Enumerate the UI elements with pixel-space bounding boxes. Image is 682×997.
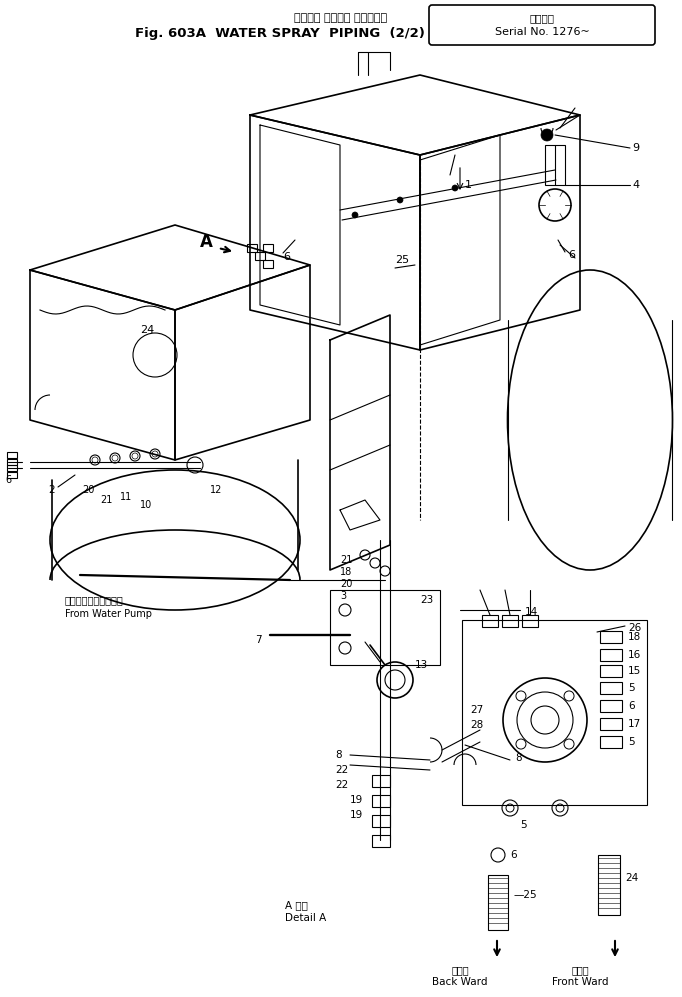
Text: 20: 20 [82,485,94,495]
Bar [598,855,620,915]
Bar [600,700,622,712]
Text: 16: 16 [628,650,641,660]
Text: —25: —25 [514,890,537,900]
Bar [372,775,390,787]
Text: Detail A: Detail A [285,913,326,923]
Text: 28: 28 [470,720,484,730]
Text: 8: 8 [335,750,342,760]
Bar [600,718,622,730]
Bar [462,620,647,805]
Text: 7: 7 [255,635,262,645]
Text: 23: 23 [420,595,433,605]
Text: 6: 6 [5,475,11,485]
Text: 3: 3 [340,591,346,601]
Text: 21: 21 [340,555,353,565]
Text: 6: 6 [628,701,635,711]
Text: 4: 4 [632,180,639,190]
Text: 13: 13 [415,660,428,670]
Bar [600,682,622,694]
Text: 前軸へ: 前軸へ [572,965,589,975]
Bar [600,665,622,677]
Text: 8: 8 [515,753,522,763]
Text: 26: 26 [628,623,641,633]
Text: 22: 22 [335,780,349,790]
Bar [7,465,17,471]
Bar [372,795,390,807]
Bar [502,615,518,627]
Text: 適用号機: 適用号機 [529,13,554,23]
Bar [263,260,273,268]
Text: 10: 10 [140,500,152,510]
Text: 19: 19 [350,810,364,820]
Bar [372,815,390,827]
Circle shape [397,197,403,203]
Text: 24: 24 [140,325,154,335]
Text: Fig. 603A  WATER SPRAY  PIPING  (2/2): Fig. 603A WATER SPRAY PIPING (2/2) [135,28,425,41]
Bar [600,631,622,643]
Text: 17: 17 [628,719,641,729]
Bar [488,875,508,930]
Bar [522,615,538,627]
Bar [545,145,565,185]
Text: 5: 5 [520,820,527,830]
Text: 22: 22 [335,765,349,775]
Bar [372,835,390,847]
Text: 14: 14 [525,607,538,617]
Text: 6: 6 [510,850,517,860]
Text: From Water Pump: From Water Pump [65,609,152,619]
Text: 15: 15 [628,666,641,676]
Bar [255,252,265,260]
Text: 12: 12 [210,485,222,495]
Text: 18: 18 [628,632,641,642]
Bar [7,459,17,465]
Text: 2: 2 [48,485,55,495]
Text: 6: 6 [568,250,575,260]
Text: 1: 1 [465,180,472,190]
Bar [482,615,498,627]
Text: 21: 21 [100,495,113,505]
Text: 5: 5 [628,737,635,747]
Text: 6: 6 [283,252,290,262]
Circle shape [541,129,553,141]
Text: ウォータ スプレイ パイピング: ウォータ スプレイ パイピング [295,13,387,23]
Text: 18: 18 [340,567,352,577]
Text: Serial No. 1276~: Serial No. 1276~ [494,27,589,37]
Bar [7,472,17,478]
Text: A: A [200,233,213,251]
Text: 20: 20 [340,579,353,589]
Text: 19: 19 [350,795,364,805]
Text: Front Ward: Front Ward [552,977,608,987]
Bar [600,736,622,748]
Text: 24: 24 [625,873,638,883]
FancyBboxPatch shape [429,5,655,45]
Text: A 詳細: A 詳細 [285,900,308,910]
Bar [330,590,440,665]
Text: 9: 9 [632,143,639,153]
Text: 後軸へ: 後軸へ [451,965,469,975]
Text: 25: 25 [395,255,409,265]
Circle shape [352,212,358,218]
Text: Back Ward: Back Ward [432,977,488,987]
Bar [263,244,273,252]
Text: 5: 5 [628,683,635,693]
Text: 11: 11 [120,492,132,502]
Bar [600,649,622,661]
Bar [247,244,257,252]
Circle shape [452,185,458,191]
Text: ウォーターポンプから: ウォーターポンプから [65,595,123,605]
Bar [7,452,17,458]
Text: 27: 27 [470,705,484,715]
